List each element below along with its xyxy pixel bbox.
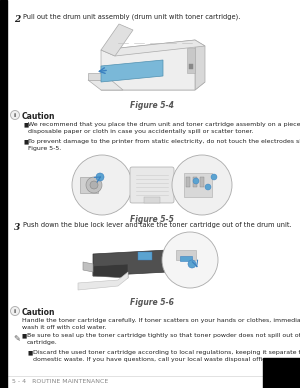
- Circle shape: [11, 307, 20, 315]
- Text: 5 - 4   ROUTINE MAINTENANCE: 5 - 4 ROUTINE MAINTENANCE: [12, 379, 108, 384]
- Bar: [187, 48, 195, 73]
- Text: Discard the used toner cartridge according to local regulations, keeping it sepa: Discard the used toner cartridge accordi…: [33, 350, 300, 362]
- Bar: [180, 256, 192, 261]
- Circle shape: [188, 260, 196, 268]
- Text: ■: ■: [23, 139, 28, 144]
- Bar: [184, 173, 212, 197]
- Polygon shape: [83, 262, 93, 272]
- Circle shape: [193, 178, 199, 184]
- Text: To prevent damage to the printer from static electricity, do not touch the elect: To prevent damage to the printer from st…: [28, 139, 300, 151]
- Text: Push down the blue lock lever and take the toner cartridge out of the drum unit.: Push down the blue lock lever and take t…: [23, 222, 292, 228]
- Circle shape: [90, 181, 98, 189]
- Polygon shape: [93, 250, 168, 276]
- Circle shape: [96, 173, 104, 181]
- Text: ■: ■: [28, 350, 33, 355]
- Text: Pull out the drum unit assembly (drum unit with toner cartridge).: Pull out the drum unit assembly (drum un…: [23, 14, 240, 21]
- Bar: [263, 358, 300, 388]
- Bar: [193, 177, 197, 187]
- Text: ■: ■: [22, 333, 27, 338]
- Bar: [144, 197, 160, 203]
- Circle shape: [11, 111, 20, 120]
- Text: 3: 3: [14, 223, 20, 232]
- Circle shape: [72, 155, 132, 215]
- Polygon shape: [101, 82, 205, 90]
- Text: Handle the toner cartridge carefully. If toner scatters on your hands or clothes: Handle the toner cartridge carefully. If…: [22, 318, 300, 330]
- Circle shape: [86, 177, 102, 193]
- Text: Figure 5-5: Figure 5-5: [130, 215, 174, 224]
- Bar: [186, 177, 190, 187]
- Text: ■: ■: [23, 122, 28, 127]
- Circle shape: [172, 155, 232, 215]
- Text: 2: 2: [14, 15, 20, 24]
- Polygon shape: [101, 40, 195, 90]
- Text: i: i: [14, 113, 16, 118]
- Bar: [138, 252, 152, 260]
- Text: Be sure to seal up the toner cartridge tightly so that toner powder does not spi: Be sure to seal up the toner cartridge t…: [27, 333, 300, 345]
- Bar: [200, 177, 204, 187]
- Bar: [0, 0, 7, 388]
- Polygon shape: [101, 40, 205, 56]
- Circle shape: [211, 174, 217, 180]
- Text: Figure 5-4: Figure 5-4: [130, 101, 174, 110]
- Text: Caution: Caution: [22, 308, 56, 317]
- Polygon shape: [101, 24, 133, 56]
- Polygon shape: [78, 272, 128, 290]
- Circle shape: [162, 232, 218, 288]
- Text: Figure 5-6: Figure 5-6: [130, 298, 174, 307]
- Polygon shape: [93, 264, 128, 278]
- Circle shape: [205, 184, 211, 190]
- Bar: [189, 64, 193, 69]
- Text: Caution: Caution: [22, 112, 56, 121]
- Polygon shape: [195, 40, 205, 90]
- Bar: [176, 250, 196, 260]
- Polygon shape: [101, 60, 163, 82]
- Polygon shape: [88, 80, 123, 90]
- Text: i: i: [14, 309, 16, 314]
- Polygon shape: [88, 73, 111, 80]
- Text: ✎: ✎: [13, 334, 20, 343]
- Bar: [80, 177, 98, 193]
- Text: We recommend that you place the drum unit and toner cartridge assembly on a piec: We recommend that you place the drum uni…: [28, 122, 300, 134]
- FancyBboxPatch shape: [130, 167, 174, 203]
